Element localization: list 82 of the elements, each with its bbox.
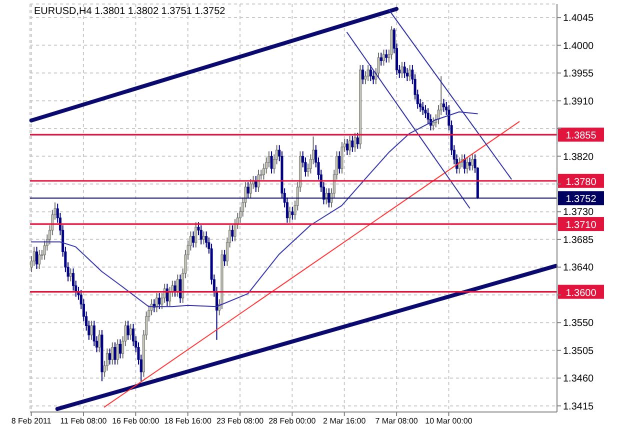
candlestick bbox=[338, 150, 341, 174]
ref-line-label: 1.3855 bbox=[566, 130, 597, 142]
candlestick bbox=[116, 338, 119, 366]
candlestick bbox=[408, 64, 412, 82]
x-tick-label: 2 Mar 16:00 bbox=[323, 416, 366, 426]
candlestick bbox=[466, 156, 468, 174]
candlestick bbox=[328, 188, 330, 208]
candlestick bbox=[98, 330, 101, 353]
candlestick bbox=[174, 280, 176, 298]
candlestick bbox=[362, 64, 364, 85]
candlestick bbox=[90, 320, 93, 340]
candlestick bbox=[246, 182, 250, 199]
candlestick bbox=[118, 338, 122, 359]
y-tick-label: 1.4000 bbox=[563, 40, 594, 52]
candlestick bbox=[126, 320, 130, 340]
y-tick-label: 1.3505 bbox=[563, 346, 594, 357]
x-tick-label: 10 Mar 00:00 bbox=[425, 416, 473, 426]
x-tick-label: 16 Feb 00:00 bbox=[112, 416, 160, 426]
y-tick-label: 1.3460 bbox=[563, 374, 594, 385]
y-tick-label: 1.3415 bbox=[563, 401, 594, 412]
candlestick bbox=[463, 154, 466, 174]
candlestick bbox=[380, 52, 382, 66]
candlestick bbox=[108, 348, 112, 366]
candlestick bbox=[129, 323, 132, 340]
candlestick bbox=[111, 342, 114, 366]
candlestick bbox=[114, 342, 116, 366]
candlestick bbox=[192, 230, 195, 248]
chart-title: EURUSD,H4 1.3801 1.3802 1.3751 1.3752 bbox=[34, 6, 226, 17]
x-tick-label: 28 Feb 00:00 bbox=[268, 416, 316, 426]
ref-line-label: 1.3600 bbox=[566, 288, 597, 299]
ref-line-label: 1.3710 bbox=[566, 220, 597, 232]
candlestick bbox=[200, 224, 202, 245]
candlestick bbox=[176, 274, 179, 298]
candlestick bbox=[348, 135, 352, 156]
candlestick bbox=[223, 249, 226, 266]
x-tick-label: 7 Mar 08:00 bbox=[375, 416, 418, 426]
candlestick bbox=[35, 246, 38, 270]
candlestick bbox=[178, 274, 182, 304]
candlestick bbox=[351, 135, 354, 152]
candlestick bbox=[69, 268, 72, 282]
y-tick-label: 1.4045 bbox=[563, 13, 594, 24]
y-tick-label: 1.3685 bbox=[563, 234, 594, 246]
candlestick bbox=[156, 292, 158, 313]
candlestick bbox=[38, 249, 41, 270]
candlestick bbox=[369, 64, 372, 82]
candlestick bbox=[468, 156, 472, 171]
candlestick bbox=[291, 206, 294, 220]
candlestick bbox=[288, 206, 292, 224]
y-tick-label: 1.3640 bbox=[563, 262, 594, 274]
candlestick bbox=[356, 132, 359, 150]
candlestick bbox=[403, 61, 406, 78]
x-tick-label: 18 Feb 16:00 bbox=[164, 416, 212, 426]
ref-line-label: 1.3780 bbox=[566, 176, 597, 188]
y-tick-label: 1.3550 bbox=[563, 318, 594, 330]
x-tick-label: 23 Feb 08:00 bbox=[216, 416, 264, 426]
candlestick bbox=[422, 101, 424, 116]
x-tick-label: 8 Feb 2011 bbox=[11, 416, 52, 426]
candlestick bbox=[194, 222, 198, 248]
candlestick bbox=[354, 132, 356, 152]
candlestick bbox=[249, 178, 252, 199]
y-tick-label: 1.3955 bbox=[563, 68, 594, 80]
candlestick bbox=[166, 283, 168, 306]
candlestick bbox=[231, 224, 234, 242]
candlestick bbox=[382, 49, 385, 66]
candlestick bbox=[442, 98, 445, 112]
candlestick bbox=[158, 292, 161, 310]
candlestick bbox=[366, 64, 370, 82]
candlestick bbox=[340, 142, 344, 174]
ref-line-label: 1.3752 bbox=[566, 194, 597, 206]
candlestick bbox=[432, 116, 435, 131]
candlestick bbox=[202, 230, 205, 245]
candlestick bbox=[346, 138, 348, 156]
candlestick bbox=[400, 61, 404, 78]
candlestick bbox=[257, 169, 260, 192]
y-tick-label: 1.3910 bbox=[563, 96, 594, 108]
candlestick bbox=[254, 175, 258, 192]
candlestick bbox=[385, 49, 388, 64]
y-tick-label: 1.3820 bbox=[563, 152, 594, 163]
candlestick bbox=[471, 154, 474, 171]
x-tick-label: 11 Feb 08:00 bbox=[60, 416, 108, 426]
y-tick-label: 1.3730 bbox=[563, 207, 594, 218]
candlestick bbox=[270, 150, 273, 174]
